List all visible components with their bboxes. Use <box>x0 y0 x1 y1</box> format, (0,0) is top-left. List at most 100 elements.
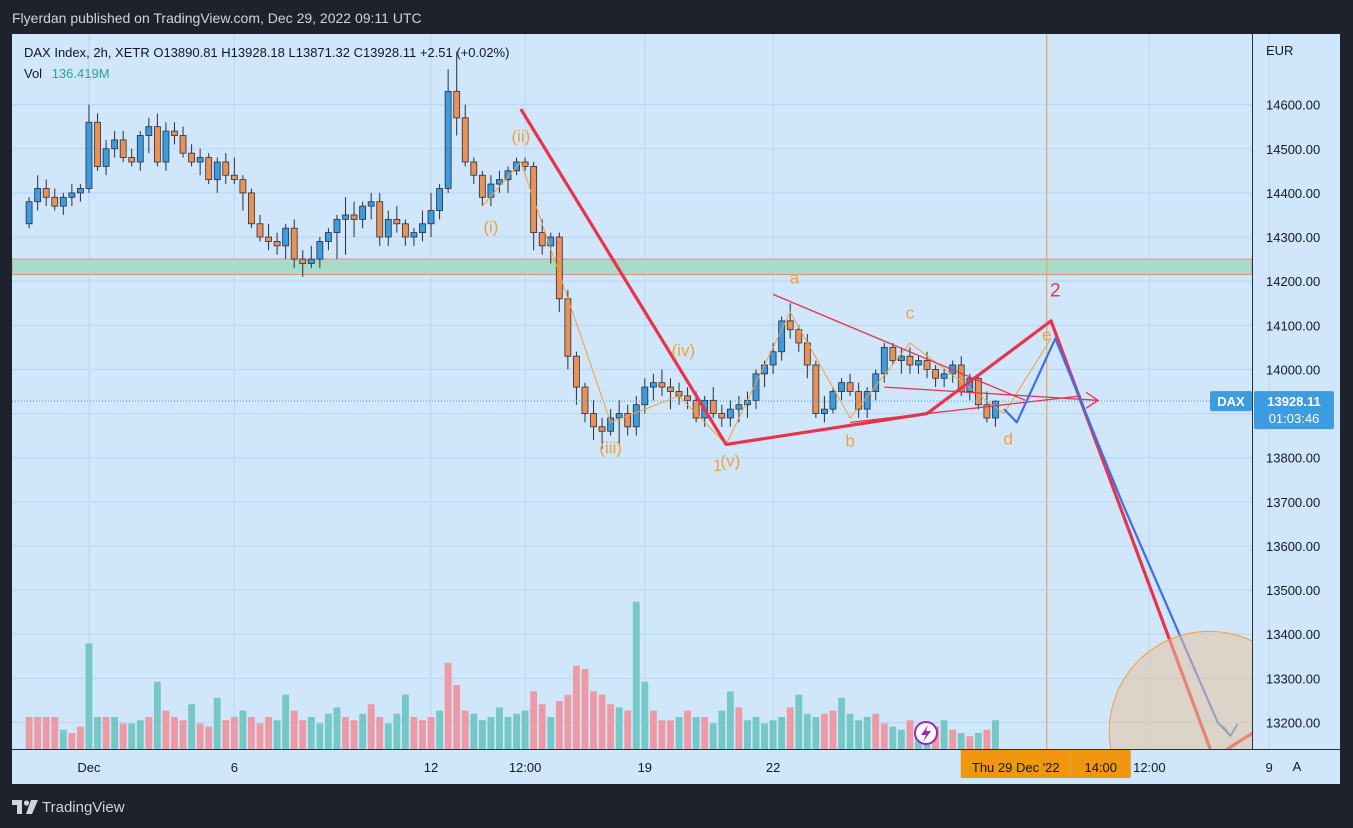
volume-bar <box>752 717 760 749</box>
volume-bar <box>992 720 999 749</box>
candle-body <box>915 360 922 366</box>
candle-body <box>299 258 307 264</box>
candle-body <box>649 382 657 388</box>
time-highlight-time: 14:00 <box>1084 760 1117 775</box>
candle-body <box>325 232 332 242</box>
candle-body <box>222 161 230 176</box>
symbol-legend[interactable]: DAX Index, 2h, XETR O13890.81 H13928.18 … <box>24 45 509 60</box>
volume-bar <box>25 717 33 749</box>
volume-bar <box>949 729 957 749</box>
auto-scale-button: A <box>1293 759 1302 774</box>
price-tick-label: 13700.00 <box>1266 495 1320 510</box>
time-axis[interactable]: Dec 6 12 12:00 19 22 12:00 9 Thu 29 Dec '22 14:00 <box>77 750 1273 778</box>
target-circle[interactable] <box>1108 630 1309 784</box>
candle-body <box>77 188 84 194</box>
volume-bar <box>692 717 700 749</box>
volume-bar <box>487 717 495 749</box>
brand-footer[interactable]: TradingView <box>12 797 125 817</box>
candle-body <box>153 126 161 163</box>
volume-bar <box>701 717 709 749</box>
volume-bar <box>667 720 674 749</box>
current-price-tag: DAX 13928.11 01:03:46 <box>1210 391 1334 430</box>
candle-body <box>350 214 358 220</box>
time-tick-label: Dec <box>77 760 101 775</box>
volume-bar <box>419 720 426 749</box>
wave-label: c <box>906 304 915 323</box>
volume-bar <box>872 713 880 749</box>
volume-bar <box>239 710 247 749</box>
price-tag-value: 13928.11 <box>1267 394 1321 409</box>
candle-body <box>427 210 435 225</box>
volume-bar <box>162 710 170 749</box>
volume-bar <box>726 691 734 749</box>
volume-bar <box>453 685 461 749</box>
candle-body <box>307 258 315 264</box>
volume-bar <box>607 704 615 749</box>
volume-legend[interactable]: Vol 136.419M <box>24 66 110 81</box>
candle-body <box>384 218 392 238</box>
volume-bar <box>153 681 161 749</box>
candle-body <box>478 174 486 198</box>
volume-bar <box>658 720 666 749</box>
candle-body <box>769 351 777 366</box>
volume-bar <box>393 713 401 749</box>
price-tag-box <box>1254 391 1334 430</box>
candle-body <box>376 201 384 238</box>
candle-body <box>564 298 572 357</box>
candle-body <box>25 201 33 225</box>
volume-bar <box>855 720 863 749</box>
candle-body <box>855 391 863 410</box>
currency-label: EUR <box>1266 43 1293 58</box>
volume-bar <box>897 729 905 749</box>
volume-bar <box>196 723 204 749</box>
volume-bar <box>530 691 538 749</box>
support-zone-rect <box>12 258 1252 276</box>
candle-body <box>290 227 298 260</box>
volume-bar <box>94 717 101 749</box>
volume-bar <box>427 717 435 749</box>
volume-bar <box>42 717 50 749</box>
price-tick-label: 14400.00 <box>1266 186 1320 201</box>
price-tick-label: 14200.00 <box>1266 274 1320 289</box>
candle-body <box>923 360 931 370</box>
volume-bar <box>906 720 914 749</box>
candle-body <box>555 236 563 300</box>
candle-body <box>521 161 529 167</box>
auto-scale-corner[interactable] <box>1252 750 1340 784</box>
volume-bar <box>324 713 332 749</box>
price-chart[interactable]: (i) (ii) (iii) (iv) 1(v) a b c d e 2 EUR 13200.00 13… <box>12 34 1340 784</box>
volume-bar <box>34 717 42 749</box>
publisher-line: Flyerdan published on TradingView.com, D… <box>12 10 422 26</box>
volume-bar <box>581 669 589 749</box>
volume-bar <box>769 720 777 749</box>
support-zone[interactable] <box>12 258 1252 276</box>
candle-body <box>538 232 546 247</box>
candle-body <box>273 241 281 247</box>
volume-bar <box>230 717 238 749</box>
volume-bar <box>256 723 264 749</box>
volume-bar <box>974 733 982 749</box>
candle-body <box>573 355 580 388</box>
price-tick-label: 14500.00 <box>1266 142 1320 157</box>
candle-body <box>162 130 170 163</box>
candle-body <box>265 236 272 242</box>
candle-body <box>342 214 349 220</box>
lightning-icon[interactable] <box>914 721 938 745</box>
candle-body <box>444 90 452 189</box>
volume-bar <box>521 710 529 749</box>
projection-red-line <box>519 108 1252 749</box>
volume-bar <box>461 710 469 749</box>
candle-body <box>487 183 495 198</box>
time-tick-label: 12 <box>424 760 438 775</box>
candle-body <box>282 227 290 247</box>
candle-body <box>812 364 820 414</box>
volume-bar <box>820 713 828 749</box>
ohlc-legend: DAX Index, 2h, XETR O13890.81 H13928.18 … <box>24 45 510 60</box>
volume-bar <box>265 717 272 749</box>
candle-body <box>590 413 597 428</box>
volume-bar <box>213 697 221 749</box>
volume-bar <box>846 713 854 749</box>
wave-labels: (i) (ii) (iii) (iv) 1(v) a b c d e 2 <box>483 127 1060 475</box>
volume-bar <box>290 710 298 749</box>
wave-label: b <box>845 432 854 451</box>
